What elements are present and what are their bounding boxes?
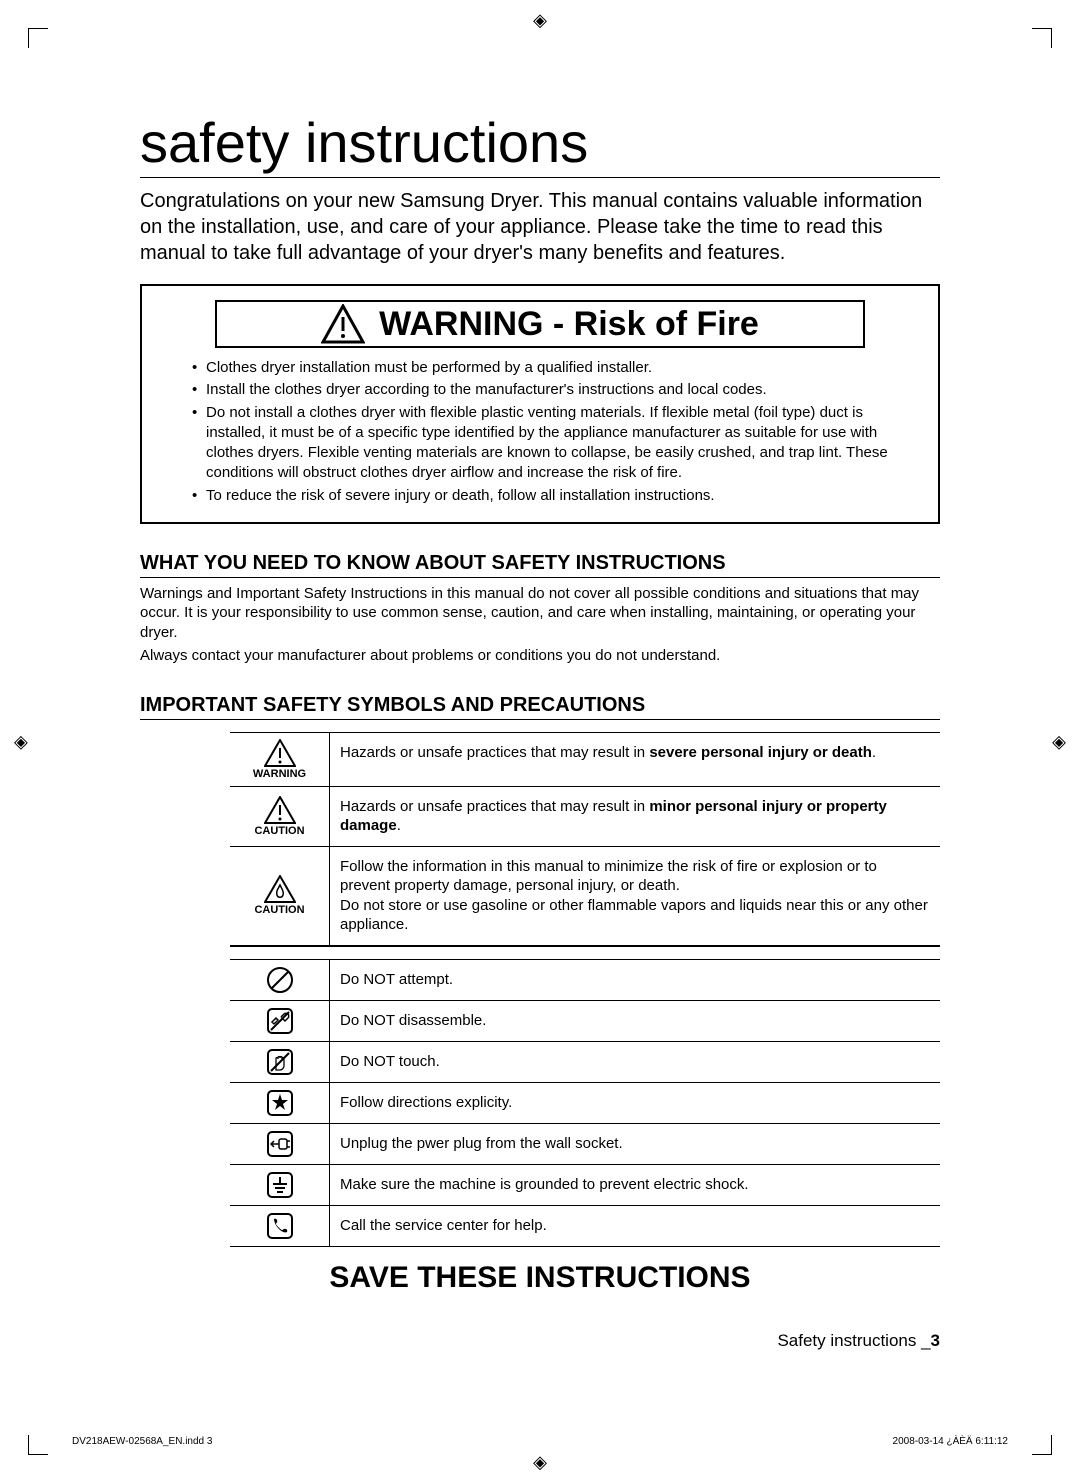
warning-box: WARNING - Risk of Fire Clothes dryer ins… xyxy=(140,284,940,524)
warning-list: Clothes dryer installation must be perfo… xyxy=(162,358,918,506)
table-row: CAUTION Follow the information in this m… xyxy=(230,846,940,945)
no-disassemble-icon xyxy=(266,1007,294,1035)
warning-list-item: Clothes dryer installation must be perfo… xyxy=(192,358,918,378)
warning-triangle-icon xyxy=(264,796,296,824)
table-row: Do NOT attempt. xyxy=(230,959,940,1000)
symbol-description: Call the service center for help. xyxy=(330,1206,940,1246)
symbol-description: Unplug the pwer plug from the wall socke… xyxy=(330,1124,940,1164)
intro-paragraph: Congratulations on your new Samsung Drye… xyxy=(140,188,940,266)
warning-list-item: To reduce the risk of severe injury or d… xyxy=(192,486,918,506)
warning-triangle-icon xyxy=(321,304,365,344)
ground-icon xyxy=(266,1171,294,1199)
registration-mark-icon: ◈ xyxy=(14,731,28,752)
body-paragraph: Warnings and Important Safety Instructio… xyxy=(140,584,940,643)
symbol-description: Hazards or unsafe practices that may res… xyxy=(330,787,940,846)
warning-triangle-icon xyxy=(264,739,296,767)
table-row: Make sure the machine is grounded to pre… xyxy=(230,1164,940,1205)
symbol-label: CAUTION xyxy=(254,825,304,837)
symbol-description: Do NOT disassemble. xyxy=(330,1001,940,1041)
save-heading: SAVE THESE INSTRUCTIONS xyxy=(140,1261,940,1295)
table-row: WARNING Hazards or unsafe practices that… xyxy=(230,732,940,786)
follow-directions-icon xyxy=(266,1089,294,1117)
registration-mark-icon: ◈ xyxy=(533,1452,547,1473)
phone-icon xyxy=(266,1212,294,1240)
warning-list-item: Install the clothes dryer according to t… xyxy=(192,380,918,400)
symbol-description: Hazards or unsafe practices that may res… xyxy=(330,733,940,786)
symbol-description: Follow directions explicity. xyxy=(330,1083,940,1123)
body-paragraph: Always contact your manufacturer about p… xyxy=(140,646,940,666)
table-row: Call the service center for help. xyxy=(230,1205,940,1247)
unplug-icon xyxy=(266,1130,294,1158)
warning-heading: WARNING - Risk of Fire xyxy=(215,300,865,348)
table-row: CAUTION Hazards or unsafe practices that… xyxy=(230,786,940,846)
symbol-description: Follow the information in this manual to… xyxy=(330,847,940,945)
page-footer: Safety instructions _3 xyxy=(140,1331,940,1351)
indd-filename: DV218AEW-02568A_EN.indd 3 xyxy=(72,1436,212,1447)
registration-mark-icon: ◈ xyxy=(1052,731,1066,752)
symbols-table: WARNING Hazards or unsafe practices that… xyxy=(230,732,940,1247)
table-row: Do NOT touch. xyxy=(230,1041,940,1082)
section-heading: IMPORTANT SAFETY SYMBOLS AND PRECAUTIONS xyxy=(140,694,940,720)
no-touch-icon xyxy=(266,1048,294,1076)
table-row: Do NOT disassemble. xyxy=(230,1000,940,1041)
warning-heading-text: WARNING - Risk of Fire xyxy=(379,305,759,344)
symbol-description: Make sure the machine is grounded to pre… xyxy=(330,1165,940,1205)
table-row: Follow directions explicity. xyxy=(230,1082,940,1123)
symbol-label: CAUTION xyxy=(254,904,304,916)
symbol-label: WARNING xyxy=(253,768,306,780)
prohibit-icon xyxy=(266,966,294,994)
indesign-footer: DV218AEW-02568A_EN.indd 3 2008-03-14 ¿ÀÈ… xyxy=(72,1436,1008,1447)
symbol-description: Do NOT attempt. xyxy=(330,960,940,1000)
section-heading: WHAT YOU NEED TO KNOW ABOUT SAFETY INSTR… xyxy=(140,552,940,578)
registration-mark-icon: ◈ xyxy=(533,10,547,31)
page-content: safety instructions Congratulations on y… xyxy=(140,110,940,1393)
fire-triangle-icon xyxy=(264,875,296,903)
warning-list-item: Do not install a clothes dryer with flex… xyxy=(192,403,918,484)
symbol-description: Do NOT touch. xyxy=(330,1042,940,1082)
page-title: safety instructions xyxy=(140,110,940,178)
table-row: Unplug the pwer plug from the wall socke… xyxy=(230,1123,940,1164)
indd-timestamp: 2008-03-14 ¿ÀÈÄ 6:11:12 xyxy=(893,1436,1008,1447)
